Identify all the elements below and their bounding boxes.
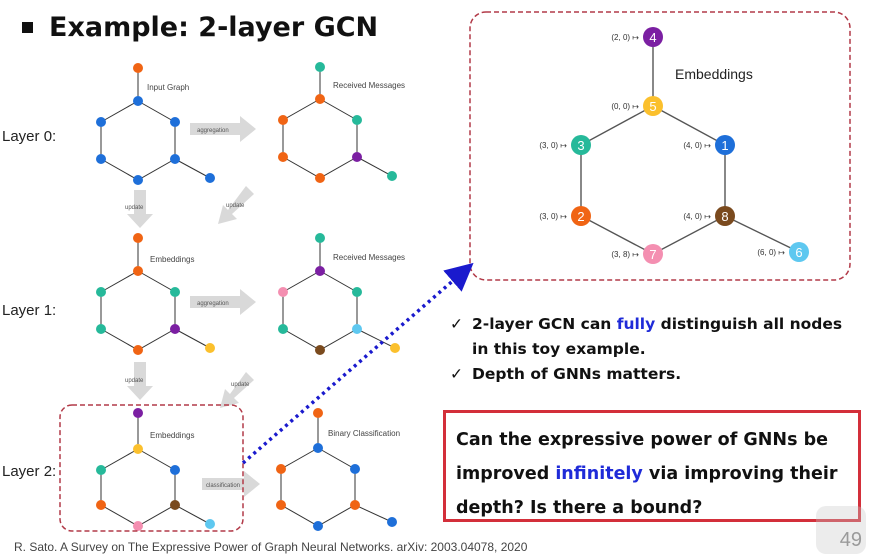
- layer-2-label: Layer 2:: [2, 463, 57, 480]
- question-line-3: depth? Is there a bound?: [456, 498, 703, 518]
- infinitely-highlight: infinitely: [555, 464, 643, 484]
- zoom-node-1: 1 (4, 0) ↦: [683, 135, 735, 155]
- layer-2-highlight-box: [59, 404, 244, 532]
- zoom-node-tag: (3, 8) ↦: [611, 250, 639, 259]
- zoom-embeddings-title: Embeddings: [675, 66, 753, 82]
- update-arrow-0b: update: [218, 186, 254, 224]
- classification-arrow: classification: [202, 471, 260, 497]
- zoom-node-tag: (3, 0) ↦: [539, 212, 567, 221]
- zoom-node-3: 3 (3, 0) ↦: [539, 135, 591, 155]
- zoom-node-label: 4: [649, 30, 656, 45]
- zoom-embeddings-graph: Embeddings 4 (2, 0) ↦ 5 (0, 0) ↦ 3 (3, 0) ↦ 1 (…: [539, 27, 809, 264]
- check-icon: ✓: [450, 315, 463, 333]
- page-number: 49: [839, 529, 862, 551]
- classification-label: classification: [206, 483, 240, 489]
- embeddings-1-title: Embeddings: [150, 255, 194, 264]
- aggregation-arrow-0: aggregation: [190, 116, 256, 142]
- binary-classification-title: Binary Classification: [328, 429, 400, 438]
- update-arrow-1b: update: [220, 372, 254, 408]
- update-1a-label: update: [125, 378, 144, 384]
- input-graph: [96, 63, 215, 185]
- takeaway-1: ✓ 2-layer GCN can fully distinguish all n…: [450, 312, 842, 337]
- embeddings-1-graph: [96, 233, 215, 355]
- zoom-node-5: 5 (0, 0) ↦: [611, 96, 663, 116]
- question-box: Can the expressive power of GNNs be impr…: [443, 410, 861, 522]
- takeaways-list: ✓ 2-layer GCN can fully distinguish all n…: [450, 312, 842, 387]
- takeaway-1-cont: in this toy example.: [472, 340, 646, 358]
- slide-title: Example: 2-layer GCN: [22, 12, 378, 43]
- zoom-node-tag: (3, 0) ↦: [539, 141, 567, 150]
- zoom-node-tag: (2, 0) ↦: [611, 33, 639, 42]
- zoom-node-8: 8 (4, 0) ↦: [683, 206, 735, 226]
- question-line-2: improved infinitely via improving their: [456, 464, 838, 484]
- embeddings-2-title: Embeddings: [150, 431, 194, 440]
- received-messages-1-graph: [278, 233, 400, 355]
- zoom-node-tag: (0, 0) ↦: [611, 102, 639, 111]
- citation: R. Sato. A Survey on The Expressive Powe…: [14, 540, 528, 554]
- zoom-node-label: 3: [577, 138, 584, 153]
- zoom-node-tag: (4, 0) ↦: [683, 141, 711, 150]
- question-line-1: Can the expressive power of GNNs be: [456, 430, 828, 450]
- zoom-node-7: 7 (3, 8) ↦: [611, 244, 663, 264]
- zoom-node-label: 2: [577, 209, 584, 224]
- zoom-node-6: 6 (6, 0) ↦: [757, 242, 809, 262]
- zoom-node-label: 1: [721, 138, 728, 153]
- fully-highlight: fully: [616, 315, 656, 333]
- received-messages-0-title: Received Messages: [333, 81, 405, 90]
- aggregation-arrow-1: aggregation: [190, 289, 256, 315]
- aggregation-0-label: aggregation: [197, 128, 229, 134]
- update-arrow-0a: update: [125, 190, 153, 228]
- check-icon: ✓: [450, 365, 463, 383]
- zoom-node-tag: (6, 0) ↦: [757, 248, 785, 257]
- update-arrow-1a: update: [125, 362, 153, 400]
- layer-0-label: Layer 0:: [2, 128, 57, 145]
- zoom-node-label: 6: [795, 245, 802, 260]
- zoom-node-tag: (4, 0) ↦: [683, 212, 711, 221]
- title-text: Example: 2-layer GCN: [49, 12, 379, 43]
- zoom-node-4: 4 (2, 0) ↦: [611, 27, 663, 47]
- aggregation-1-label: aggregation: [197, 301, 229, 307]
- page-number-badge: 49: [816, 506, 866, 554]
- zoom-node-label: 5: [649, 99, 656, 114]
- zoom-box: [469, 11, 851, 281]
- zoom-node-label: 8: [721, 209, 728, 224]
- title-bullet: [22, 22, 33, 33]
- zoom-node-2: 2 (3, 0) ↦: [539, 206, 591, 226]
- update-0b-label: update: [226, 203, 245, 209]
- zoom-node-label: 7: [649, 247, 656, 262]
- input-graph-title: Input Graph: [147, 83, 189, 92]
- takeaway-2: ✓ Depth of GNNs matters.: [450, 362, 842, 387]
- layer-1-label: Layer 1:: [2, 302, 57, 319]
- update-0a-label: update: [125, 205, 144, 211]
- binary-classification-graph: [276, 408, 397, 531]
- received-messages-0-graph: [278, 62, 397, 183]
- received-messages-1-title: Received Messages: [333, 253, 405, 262]
- embeddings-2-graph: [96, 408, 215, 531]
- update-1b-label: update: [231, 382, 250, 388]
